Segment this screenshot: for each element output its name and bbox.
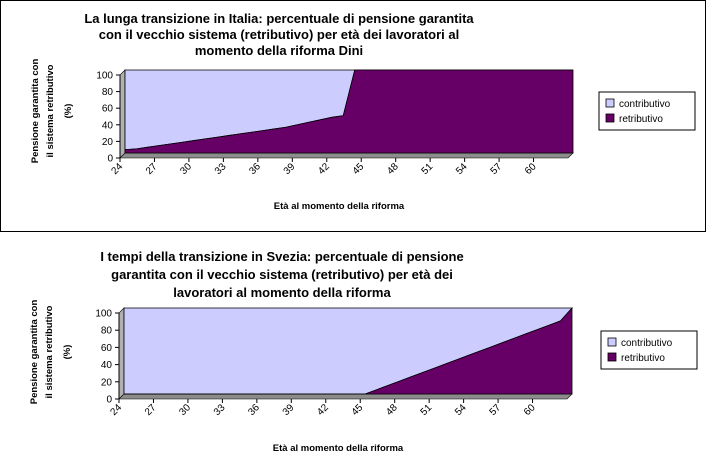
svezia-x-tick-label: 54 [453, 402, 469, 418]
italia-y-tick-label: 80 [102, 87, 114, 98]
svezia-y-tick-label: 60 [101, 343, 113, 354]
svezia-y-tick-label: 20 [101, 377, 113, 388]
svezia-y-axis-label-line: (%) [62, 345, 73, 360]
svezia-title-line: lavoratori al momento della riforma [173, 285, 391, 300]
svezia-legend-label-retributivo: retributivo [621, 353, 665, 364]
svezia-y-axis-label-line: Pensione garantita con [29, 300, 40, 405]
svezia-x-tick-label: 48 [384, 402, 400, 418]
svezia-x-tick-label: 45 [350, 402, 366, 418]
svezia-x-tick-label: 33 [212, 402, 228, 418]
svezia-y-axis-label-line: il sistema retributivo [44, 305, 55, 398]
italia-legend-label-contributivo: contributivo [619, 99, 671, 110]
svezia-legend-box [600, 330, 698, 370]
svezia-area-retributivo [124, 306, 573, 395]
italia-x-tick-label: 42 [316, 161, 332, 177]
svezia-y-tick-label: 80 [101, 326, 113, 337]
italia-title-line: con il vecchio sistema (retributivo) per… [99, 27, 460, 42]
svezia-x-tick-label: 57 [488, 402, 504, 418]
italia-floor [119, 152, 574, 159]
italia-legend-swatch-contributivo [605, 98, 615, 108]
chart-svezia-frame: I tempi della transizione in Svezia: per… [0, 240, 706, 457]
italia-title-line: momento della riforma Dini [195, 43, 363, 58]
svezia-x-tick-label: 42 [315, 402, 331, 418]
svezia-legend-swatch-retributivo [607, 352, 617, 362]
italia-side-wall [119, 69, 126, 159]
italia-y-axis-label-line: il sistema retributivo [45, 64, 56, 157]
svezia-floor [118, 393, 573, 400]
italia-y-tick-label: 0 [107, 154, 113, 165]
italia-x-tick-label: 33 [213, 161, 229, 177]
italia-x-tick-label: 36 [247, 161, 263, 177]
chart-italia-frame: La lunga transizione in Italia: percentu… [0, 0, 706, 232]
italia-x-axis-label: Età al momento della riforma [274, 201, 405, 212]
italia-legend-swatch-retributivo [605, 113, 615, 123]
italia-x-tick-label: 48 [385, 161, 401, 177]
svezia-y-tick-label: 40 [101, 360, 113, 371]
svezia-x-tick-label: 39 [281, 402, 297, 418]
svezia-x-tick-label: 30 [177, 402, 193, 418]
svezia-y-tick-label: 100 [95, 309, 112, 320]
svezia-x-tick-label: 27 [143, 402, 159, 418]
italia-legend-label-retributivo: retributivo [619, 114, 663, 125]
svezia-y-tick-label: 0 [106, 395, 112, 406]
italia-y-tick-label: 60 [102, 104, 114, 115]
svezia-x-axis-label: Età al momento della riforma [273, 443, 404, 454]
chart-italia: La lunga transizione in Italia: percentu… [30, 11, 696, 212]
italia-x-tick-label: 39 [282, 161, 298, 177]
italia-x-tick-label: 60 [523, 161, 539, 177]
italia-x-tick-label: 57 [489, 161, 505, 177]
chart-svezia: I tempi della transizione in Svezia: per… [29, 249, 698, 454]
svezia-x-tick-label: 36 [246, 402, 262, 418]
svezia-title-line: garantita con il vecchio sistema (retrib… [111, 267, 453, 282]
svezia-legend-label-contributivo: contributivo [621, 338, 673, 349]
svezia-title-line: I tempi della transizione in Svezia: per… [100, 249, 463, 264]
italia-legend-box [598, 91, 696, 131]
svezia-x-tick-label: 51 [419, 402, 435, 418]
italia-y-tick-label: 20 [102, 137, 114, 148]
svezia-legend-swatch-contributivo [607, 337, 617, 347]
italia-y-axis-label-line: (%) [63, 104, 74, 119]
italia-x-tick-label: 30 [178, 161, 194, 177]
svezia-x-tick-label: 60 [522, 402, 538, 418]
italia-y-tick-label: 100 [96, 71, 113, 82]
italia-y-axis-label-line: Pensione garantita con [30, 59, 41, 164]
italia-x-tick-label: 54 [454, 161, 470, 177]
italia-y-tick-label: 40 [102, 120, 114, 131]
italia-x-tick-label: 45 [351, 161, 367, 177]
italia-area-retributivo [124, 69, 574, 154]
italia-x-tick-label: 51 [420, 161, 436, 177]
italia-x-tick-label: 27 [144, 161, 160, 177]
italia-title-line: La lunga transizione in Italia: percentu… [84, 11, 474, 26]
svezia-side-wall [118, 307, 125, 400]
